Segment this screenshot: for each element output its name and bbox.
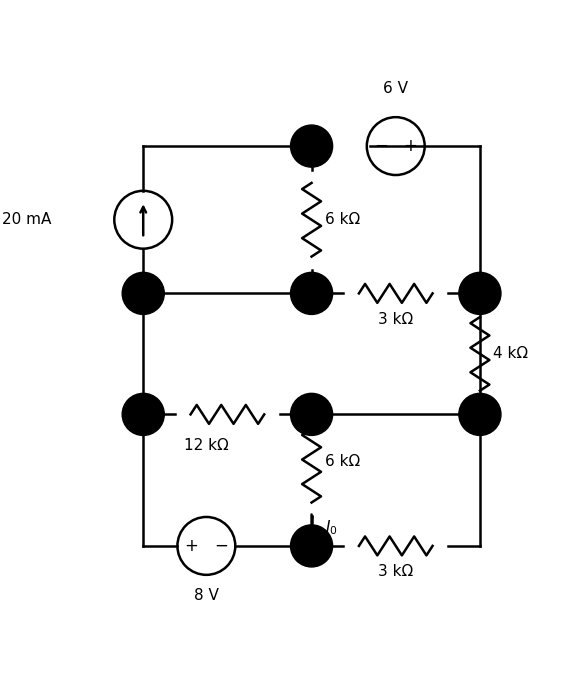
Text: 4 kΩ: 4 kΩ <box>493 347 528 361</box>
Text: −: − <box>214 537 228 555</box>
Circle shape <box>459 393 501 435</box>
Circle shape <box>459 273 501 314</box>
Circle shape <box>290 525 332 567</box>
Circle shape <box>290 393 332 435</box>
Text: 6 V: 6 V <box>383 81 408 96</box>
Text: +: + <box>404 137 418 155</box>
Text: +: + <box>185 537 199 555</box>
Text: 8 V: 8 V <box>194 588 219 603</box>
Text: 20 mA: 20 mA <box>2 212 51 227</box>
Circle shape <box>290 273 332 314</box>
Circle shape <box>290 125 332 167</box>
Text: 3 kΩ: 3 kΩ <box>378 564 414 579</box>
Text: 3 kΩ: 3 kΩ <box>378 312 414 327</box>
Text: $I_0$: $I_0$ <box>325 518 338 537</box>
Circle shape <box>122 273 164 314</box>
Circle shape <box>122 393 164 435</box>
Text: −: − <box>374 137 388 155</box>
Text: 6 kΩ: 6 kΩ <box>325 212 360 227</box>
Text: 12 kΩ: 12 kΩ <box>184 438 229 453</box>
Text: 6 kΩ: 6 kΩ <box>325 454 360 469</box>
